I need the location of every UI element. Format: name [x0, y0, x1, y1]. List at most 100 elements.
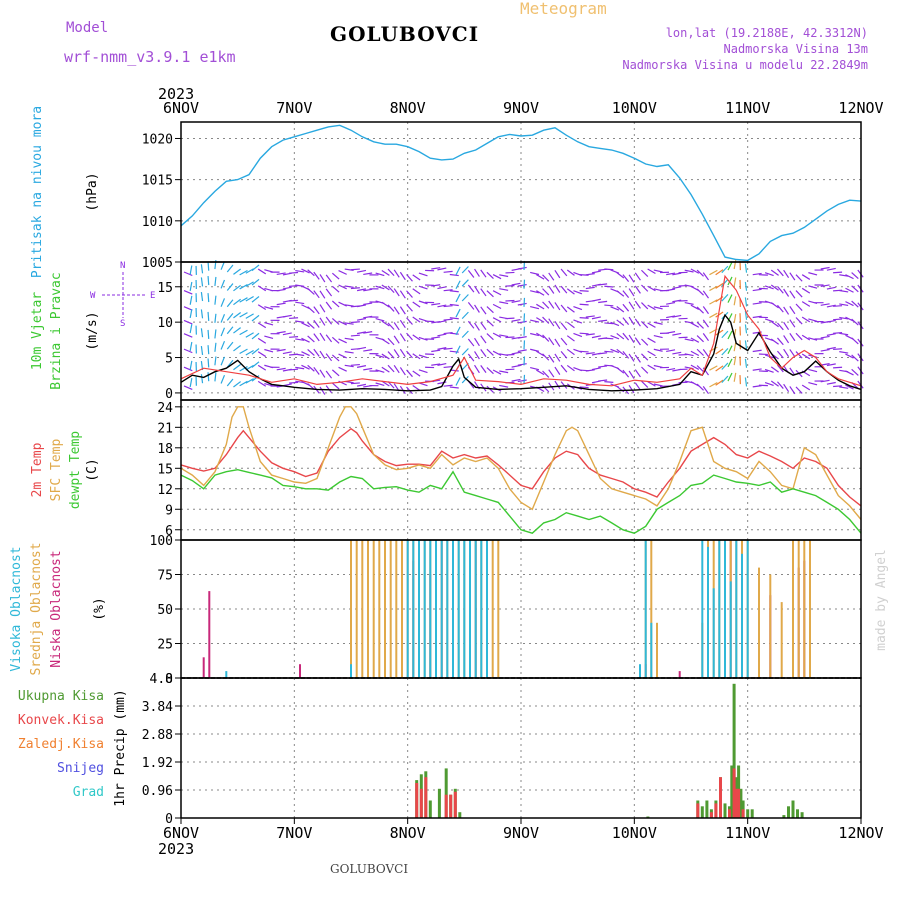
- wind-vector: [492, 369, 502, 375]
- wind-vector: [795, 386, 803, 394]
- wind-vector: [517, 379, 527, 383]
- wind-vector: [183, 271, 193, 277]
- high_cloud-bar: [644, 540, 647, 678]
- wind-vector: [437, 286, 447, 290]
- wind-vector: [690, 322, 700, 328]
- wind-vector: [289, 299, 299, 302]
- wind-vector: [344, 285, 354, 288]
- wind-vector: [245, 295, 254, 302]
- wind-vector: [641, 353, 649, 361]
- conv_precip-bar: [714, 803, 718, 818]
- high_cloud-bar: [474, 540, 477, 678]
- wind-vector: [505, 368, 515, 371]
- wind-vector: [733, 277, 737, 287]
- wind-vector: [727, 345, 733, 355]
- wind-vector: [647, 285, 656, 292]
- wind-vector: [634, 272, 641, 281]
- precip-legend-item: Grad: [73, 785, 104, 800]
- wind-vector: [542, 334, 550, 342]
- wind-vector: [634, 369, 641, 378]
- wind-vector: [530, 348, 540, 352]
- wind-vector: [598, 283, 608, 286]
- wind-vector: [301, 337, 310, 343]
- wind-vector: [499, 288, 509, 291]
- wind-vector: [443, 365, 453, 369]
- wind-vector: [325, 353, 333, 362]
- wind-vector: [319, 350, 326, 359]
- wind-vector: [486, 306, 494, 314]
- temp-2m-label: 2m Temp: [30, 442, 45, 497]
- wind-vector: [604, 322, 614, 325]
- conv_precip-bar: [734, 788, 738, 818]
- wind-vector: [220, 356, 226, 366]
- wind-vector: [418, 354, 428, 359]
- wind-vector: [331, 318, 340, 325]
- wind-vector: [672, 314, 682, 318]
- wind-vector: [690, 350, 700, 357]
- wind-vector: [628, 334, 635, 343]
- meteogram-label: Meteogram: [520, 0, 607, 18]
- wind-vector: [839, 289, 849, 293]
- wind-vector: [183, 289, 193, 295]
- mid_cloud-bar: [797, 540, 800, 678]
- wind-vector: [833, 318, 843, 321]
- wind-vector: [301, 322, 310, 328]
- wind-vector: [744, 297, 748, 307]
- wind-vector: [579, 386, 589, 389]
- wind-vector: [727, 276, 733, 286]
- wind-vector: [542, 316, 550, 324]
- wind-vector: [282, 351, 292, 355]
- wind-vector: [585, 315, 595, 318]
- wind-vector: [499, 384, 509, 388]
- wind-vector: [560, 381, 568, 389]
- wind-vector: [474, 364, 480, 374]
- wind-vector: [833, 305, 843, 307]
- wind-vector: [808, 272, 818, 276]
- wind-vector: [412, 316, 421, 323]
- wind-vector: [783, 321, 790, 331]
- wind-vector: [560, 350, 568, 359]
- wind-vector: [387, 337, 395, 346]
- wind-vector: [554, 338, 561, 347]
- wind-vector: [356, 383, 367, 387]
- wind-vector: [696, 321, 704, 329]
- wind-vector: [833, 366, 843, 369]
- high_cloud-bar: [412, 540, 415, 678]
- total_precip-bar: [444, 768, 448, 818]
- wind-vector: [363, 288, 373, 292]
- wind-vector: [795, 332, 803, 341]
- wind-vector: [554, 366, 561, 375]
- wind-vector: [399, 348, 406, 358]
- wind-vector: [331, 285, 340, 293]
- wind-vector: [412, 370, 421, 377]
- wind-axis-title-1: 10m Vjetar: [30, 292, 45, 370]
- wind-vector: [393, 288, 400, 297]
- wind-vector: [628, 353, 635, 362]
- wind-vector: [338, 353, 347, 359]
- wind-vector: [276, 331, 286, 334]
- wind-vector: [517, 349, 527, 353]
- wind-vector: [257, 285, 267, 292]
- wind-vector: [295, 320, 305, 323]
- total_precip-bar: [741, 800, 745, 818]
- wind-vector: [715, 365, 724, 372]
- wind-vector: [715, 348, 724, 355]
- wind-vector: [826, 333, 836, 336]
- panel-frame: [180, 399, 862, 541]
- wind-vector: [833, 348, 843, 351]
- wind-vector: [808, 368, 818, 373]
- total_precip-bar: [800, 812, 804, 818]
- wind-vector: [672, 299, 682, 303]
- wind-vector: [455, 266, 461, 276]
- wind-vector: [604, 381, 614, 383]
- conv_precip-bar: [709, 812, 713, 818]
- wind-vector: [257, 322, 267, 329]
- wind-vector: [776, 322, 784, 331]
- wind-vector: [480, 288, 487, 297]
- wind-vector: [239, 348, 248, 355]
- wind-vector: [480, 269, 487, 278]
- wind-vector: [727, 358, 733, 368]
- wind-vector: [690, 337, 700, 343]
- wind-vector: [566, 348, 575, 356]
- sfc-line: [180, 406, 862, 520]
